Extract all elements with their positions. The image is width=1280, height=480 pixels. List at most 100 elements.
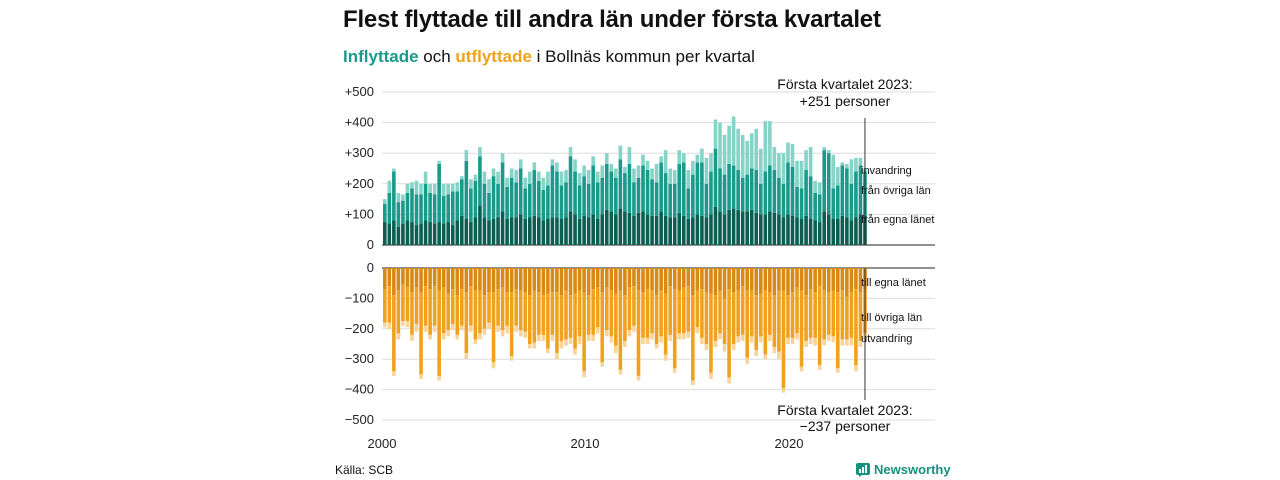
- bar-out-emig: [659, 336, 663, 342]
- bar-in-other: [446, 195, 450, 223]
- bar-out-other: [519, 291, 523, 331]
- bar-in-local: [668, 217, 672, 245]
- bar-in-other: [451, 191, 455, 225]
- bar-in-immig: [605, 153, 609, 164]
- bar-out-local: [546, 268, 550, 294]
- bar-out-local: [745, 268, 749, 291]
- bar-out-other: [465, 292, 469, 353]
- bar-out-other: [768, 292, 772, 335]
- bar-in-other: [682, 162, 686, 216]
- bar-in-local: [487, 221, 491, 245]
- bar-in-other: [469, 188, 473, 222]
- bar-out-emig: [836, 368, 840, 373]
- bar-in-local: [560, 219, 564, 245]
- bar-in-immig: [723, 135, 727, 175]
- bar-in-immig: [428, 184, 432, 193]
- bar-out-emig: [546, 349, 550, 354]
- bar-out-emig: [768, 335, 772, 341]
- bar-out-local: [831, 268, 835, 291]
- bar-in-immig: [406, 184, 410, 193]
- bar-out-other: [714, 295, 718, 341]
- bar-out-emig: [587, 335, 591, 341]
- bar-in-immig: [786, 142, 790, 162]
- bar-in-immig: [677, 150, 681, 164]
- bar-out-local: [587, 268, 591, 295]
- bar-in-other: [501, 162, 505, 211]
- bar-in-other: [600, 178, 604, 215]
- bar-out-local: [397, 268, 401, 291]
- series-label-till-egna-lanet: till egna länet: [861, 277, 926, 289]
- bar-out-other: [700, 289, 704, 338]
- bar-out-other: [709, 294, 713, 373]
- bar-out-other: [582, 292, 586, 371]
- bar-in-local: [483, 217, 487, 245]
- bar-in-local: [727, 210, 731, 245]
- bar-in-immig: [546, 172, 550, 186]
- bar-out-emig: [610, 336, 614, 342]
- bar-out-other: [677, 291, 681, 334]
- bar-out-emig: [741, 335, 745, 341]
- bar-out-emig: [673, 368, 677, 373]
- bar-in-immig: [582, 165, 586, 176]
- bar-out-local: [754, 268, 758, 295]
- bar-out-local: [800, 268, 804, 291]
- bar-out-other: [397, 291, 401, 334]
- bar-in-immig: [822, 147, 826, 150]
- bar-out-local: [419, 268, 423, 292]
- bar-out-local: [555, 268, 559, 292]
- bar-out-other: [641, 292, 645, 338]
- bar-in-immig: [650, 169, 654, 180]
- bar-out-emig: [569, 338, 573, 344]
- bar-in-other: [664, 173, 668, 216]
- bar-in-local: [759, 214, 763, 245]
- bar-in-other: [623, 173, 627, 211]
- bar-in-other: [474, 181, 478, 218]
- bar-in-other: [542, 190, 546, 221]
- bar-in-other: [437, 164, 441, 222]
- series-label-fran-egna-lanet: från egna länet: [861, 214, 934, 226]
- bar-in-local: [845, 217, 849, 245]
- ytick-top-label: 0: [367, 237, 374, 252]
- bar-out-local: [736, 268, 740, 291]
- bar-out-emig: [428, 335, 432, 340]
- bar-in-other: [727, 164, 731, 210]
- bar-in-other: [791, 167, 795, 216]
- bar-out-other: [754, 295, 758, 350]
- bar-out-local: [764, 268, 768, 291]
- bar-out-other: [850, 292, 854, 338]
- bar-out-other: [537, 292, 541, 335]
- bar-in-immig: [673, 170, 677, 184]
- bar-in-immig: [437, 161, 441, 164]
- bar-out-emig: [578, 336, 582, 344]
- bar-out-other: [560, 295, 564, 341]
- bar-in-immig: [623, 167, 627, 173]
- bar-in-local: [809, 219, 813, 245]
- bar-in-immig: [383, 199, 387, 204]
- bar-out-other: [424, 286, 428, 326]
- bar-out-emig: [446, 330, 450, 336]
- bar-out-emig: [451, 324, 455, 330]
- bar-in-other: [754, 170, 758, 213]
- bar-in-immig: [795, 161, 799, 187]
- bar-in-other: [655, 182, 659, 216]
- bar-out-emig: [700, 338, 704, 344]
- bar-in-immig: [727, 126, 731, 164]
- bar-in-immig: [460, 176, 464, 179]
- bar-in-other: [614, 178, 618, 215]
- bar-out-other: [696, 291, 700, 327]
- bar-out-other: [542, 295, 546, 335]
- bar-in-local: [451, 225, 455, 245]
- bar-in-immig: [637, 165, 641, 177]
- bar-out-emig: [537, 335, 541, 341]
- bar-in-other: [759, 184, 763, 215]
- bar-out-local: [673, 268, 677, 289]
- bar-in-local: [696, 214, 700, 245]
- bar-in-immig: [791, 144, 795, 167]
- bar-in-local: [600, 214, 604, 245]
- bar-out-local: [623, 268, 627, 295]
- bar-out-local: [777, 268, 781, 291]
- bar-in-immig: [501, 153, 505, 162]
- bar-out-other: [446, 294, 450, 330]
- ytick-bottom-label: −500: [345, 412, 374, 427]
- bar-out-other: [741, 286, 745, 335]
